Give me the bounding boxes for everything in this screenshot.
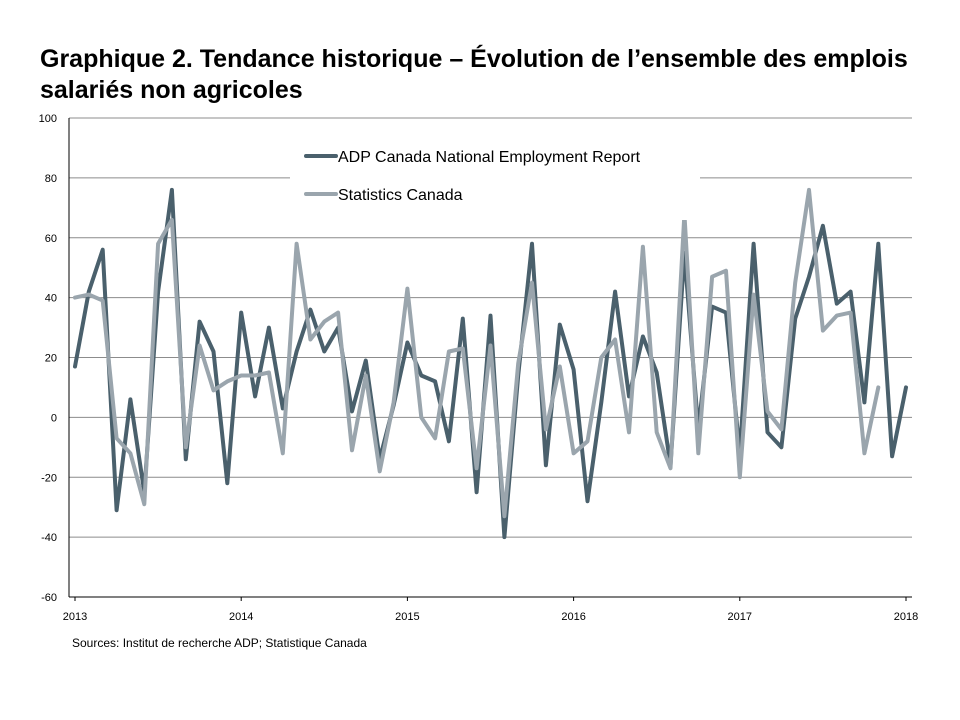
y-tick-label: -60 (41, 592, 57, 604)
y-axis-tick-labels: -60 -40 -20 0 20 40 60 80 100 (39, 113, 57, 604)
y-tick-label: -40 (41, 532, 57, 544)
y-tick-label: 0 (51, 412, 57, 424)
series-lines (73, 187, 908, 540)
y-tick-label: 60 (45, 233, 57, 245)
x-axis-tick-labels: 2013 2014 2015 2016 2017 2018 (63, 611, 918, 623)
source-note: Sources: Institut de recherche ADP; Stat… (72, 636, 367, 650)
x-tick-label: 2014 (229, 611, 253, 623)
y-tick-label: 40 (45, 293, 57, 305)
y-tick-label: 100 (39, 113, 57, 125)
y-tick-label: 20 (45, 353, 57, 365)
x-tick-label: 2016 (561, 611, 585, 623)
x-tick-label: 2013 (63, 611, 87, 623)
legend-label-2: Statistics Canada (338, 187, 463, 204)
x-tick-label: 2018 (894, 611, 918, 623)
series-line-2 (73, 187, 881, 519)
legend-box (290, 136, 700, 220)
axes (68, 118, 912, 601)
legend: ADP Canada National Employment Report Sta… (290, 136, 700, 220)
series-line-1 (73, 187, 908, 540)
x-tick-label: 2015 (395, 611, 419, 623)
y-tick-label: 80 (45, 173, 57, 185)
chart-title: Graphique 2. Tendance historique – Évolu… (40, 45, 908, 104)
legend-label-1: ADP Canada National Employment Report (338, 149, 641, 166)
x-tick-label: 2017 (728, 611, 752, 623)
y-tick-label: -20 (41, 472, 57, 484)
